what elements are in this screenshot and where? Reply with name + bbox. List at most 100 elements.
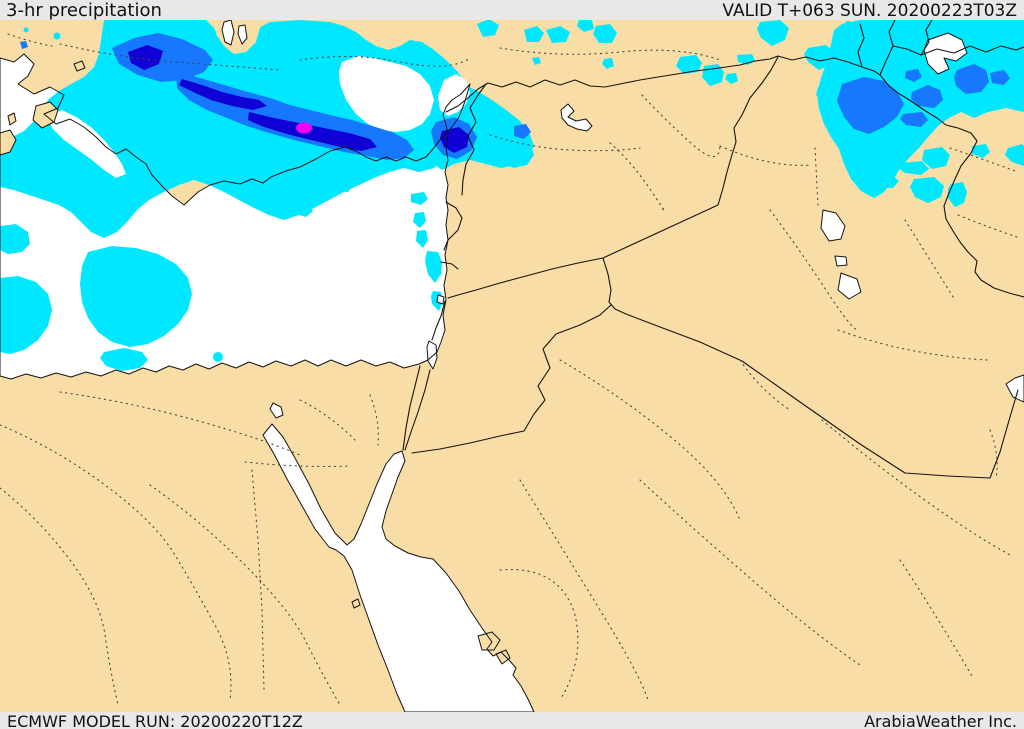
precip-moderate-ne-lobe bbox=[837, 77, 904, 134]
admin-line bbox=[639, 479, 861, 666]
aras-border bbox=[892, 45, 1024, 56]
footer-bar bbox=[0, 712, 1024, 729]
precip-moderate-ne bbox=[911, 85, 943, 108]
precip-iran-dot bbox=[1005, 144, 1024, 166]
lebanon-border bbox=[443, 201, 463, 251]
lake-beysehir bbox=[221, 20, 235, 46]
admin-line bbox=[489, 134, 641, 152]
model-run-label: ECMWF MODEL RUN: 20200220T12Z bbox=[7, 712, 303, 729]
lake-razzaza bbox=[837, 272, 862, 300]
country-borders bbox=[402, 20, 1024, 479]
sea-of-galilee bbox=[436, 294, 445, 305]
precip-heavy-band2 bbox=[248, 112, 377, 151]
lake-van bbox=[923, 32, 968, 75]
red-sea-islet bbox=[351, 598, 361, 609]
credit-label: ArabiaWeather Inc. bbox=[864, 712, 1017, 729]
lake-egirdir bbox=[237, 24, 248, 45]
precip-sea-blob bbox=[0, 276, 52, 354]
precip-anatolia-dot bbox=[816, 86, 832, 101]
admin-line bbox=[559, 359, 741, 521]
jordan-river-border bbox=[431, 300, 446, 341]
lakes bbox=[221, 20, 968, 419]
admin-line bbox=[251, 469, 265, 691]
precip-heavy-west bbox=[128, 45, 163, 70]
admin-line bbox=[609, 142, 666, 212]
precip-anatolia-dot bbox=[757, 20, 789, 46]
lake-assad bbox=[560, 103, 593, 132]
valid-time-label: VALID T+063 SUN. 20200223T03Z bbox=[722, 1, 1017, 21]
precip-iran-dot bbox=[922, 147, 950, 169]
aegean-island bbox=[73, 60, 86, 72]
precip-moderate-dot bbox=[514, 124, 531, 139]
israel-jordan-south-border bbox=[404, 369, 431, 451]
lake-tharthar bbox=[820, 209, 846, 242]
precip-moderate-ne bbox=[954, 64, 989, 94]
precip-anatolia-dot bbox=[804, 45, 835, 70]
precip-iran-dot bbox=[898, 161, 929, 175]
precip-extreme-core bbox=[296, 122, 312, 134]
admin-borders-dotted bbox=[0, 33, 1021, 706]
precip-anatolia-dot bbox=[524, 26, 544, 42]
admin-line bbox=[989, 429, 998, 479]
precip-iran-dot bbox=[910, 177, 944, 203]
admin-line bbox=[739, 359, 791, 411]
precip-ne-mass bbox=[817, 20, 1024, 198]
red-sea-islet bbox=[477, 631, 501, 651]
small-island bbox=[7, 112, 17, 126]
sea-gap-aegean bbox=[48, 110, 126, 178]
red-sea-islet bbox=[495, 649, 511, 665]
precip-anatolia-dot bbox=[532, 57, 541, 65]
admin-line bbox=[814, 147, 819, 206]
iran-iraq-border bbox=[879, 74, 1024, 298]
admin-line bbox=[299, 399, 356, 441]
precip-sea-blob bbox=[100, 348, 148, 371]
syria-jordan-border bbox=[447, 257, 604, 299]
dead-sea bbox=[426, 340, 438, 370]
precip-moderate-dot bbox=[20, 41, 28, 49]
precip-sea-dot bbox=[296, 204, 313, 217]
precip-gaps bbox=[48, 20, 470, 178]
map-canvas bbox=[0, 20, 1024, 712]
jordan-saudi-border bbox=[411, 304, 612, 454]
bitter-lakes bbox=[269, 402, 284, 419]
precip-dot bbox=[53, 32, 61, 40]
sea-gap-iskenderun bbox=[438, 74, 470, 116]
precip-iran-dot bbox=[866, 174, 899, 188]
admin-line bbox=[0, 487, 119, 706]
admin-line bbox=[769, 209, 859, 331]
map-title: 3-hr precipitation bbox=[6, 0, 162, 21]
header-bar bbox=[0, 0, 1024, 20]
precip-dot bbox=[23, 27, 29, 33]
admin-line bbox=[499, 568, 579, 701]
precip-levant-dot bbox=[425, 251, 442, 283]
sea-gap-ne-levant bbox=[339, 56, 434, 132]
precip-sea-blob bbox=[80, 246, 192, 347]
admin-line bbox=[299, 55, 471, 67]
precip-sea-dot bbox=[213, 352, 223, 362]
precip-moderate-west-lobe bbox=[112, 33, 213, 82]
crete-tip bbox=[0, 129, 17, 156]
precip-levant-dot bbox=[411, 192, 428, 205]
precip-moderate-ne bbox=[905, 69, 922, 82]
hatay-border bbox=[461, 83, 487, 196]
precip-moderate-ne bbox=[900, 112, 928, 127]
israel-lebanon-border bbox=[440, 261, 459, 270]
precip-anatolia-dot bbox=[577, 20, 594, 32]
precip-anatolia-dot bbox=[602, 58, 614, 69]
jordan-iraq-saudi-border bbox=[602, 257, 1019, 479]
admin-line bbox=[837, 329, 989, 361]
precip-anatolia-dot bbox=[725, 73, 738, 84]
precip-sea-blob bbox=[0, 224, 30, 254]
admin-line bbox=[899, 559, 973, 677]
precip-anatolia-dot bbox=[676, 55, 702, 74]
precip-anatolia-dot bbox=[546, 26, 570, 43]
syria-iraq-border bbox=[602, 56, 779, 259]
caucasus-border bbox=[920, 20, 933, 56]
admin-line bbox=[59, 391, 301, 456]
precip-anatolia-dot bbox=[593, 24, 617, 43]
precip-iran-dot bbox=[948, 182, 967, 207]
admin-line bbox=[244, 461, 351, 468]
admin-line bbox=[59, 43, 281, 71]
admin-line bbox=[821, 419, 1011, 556]
